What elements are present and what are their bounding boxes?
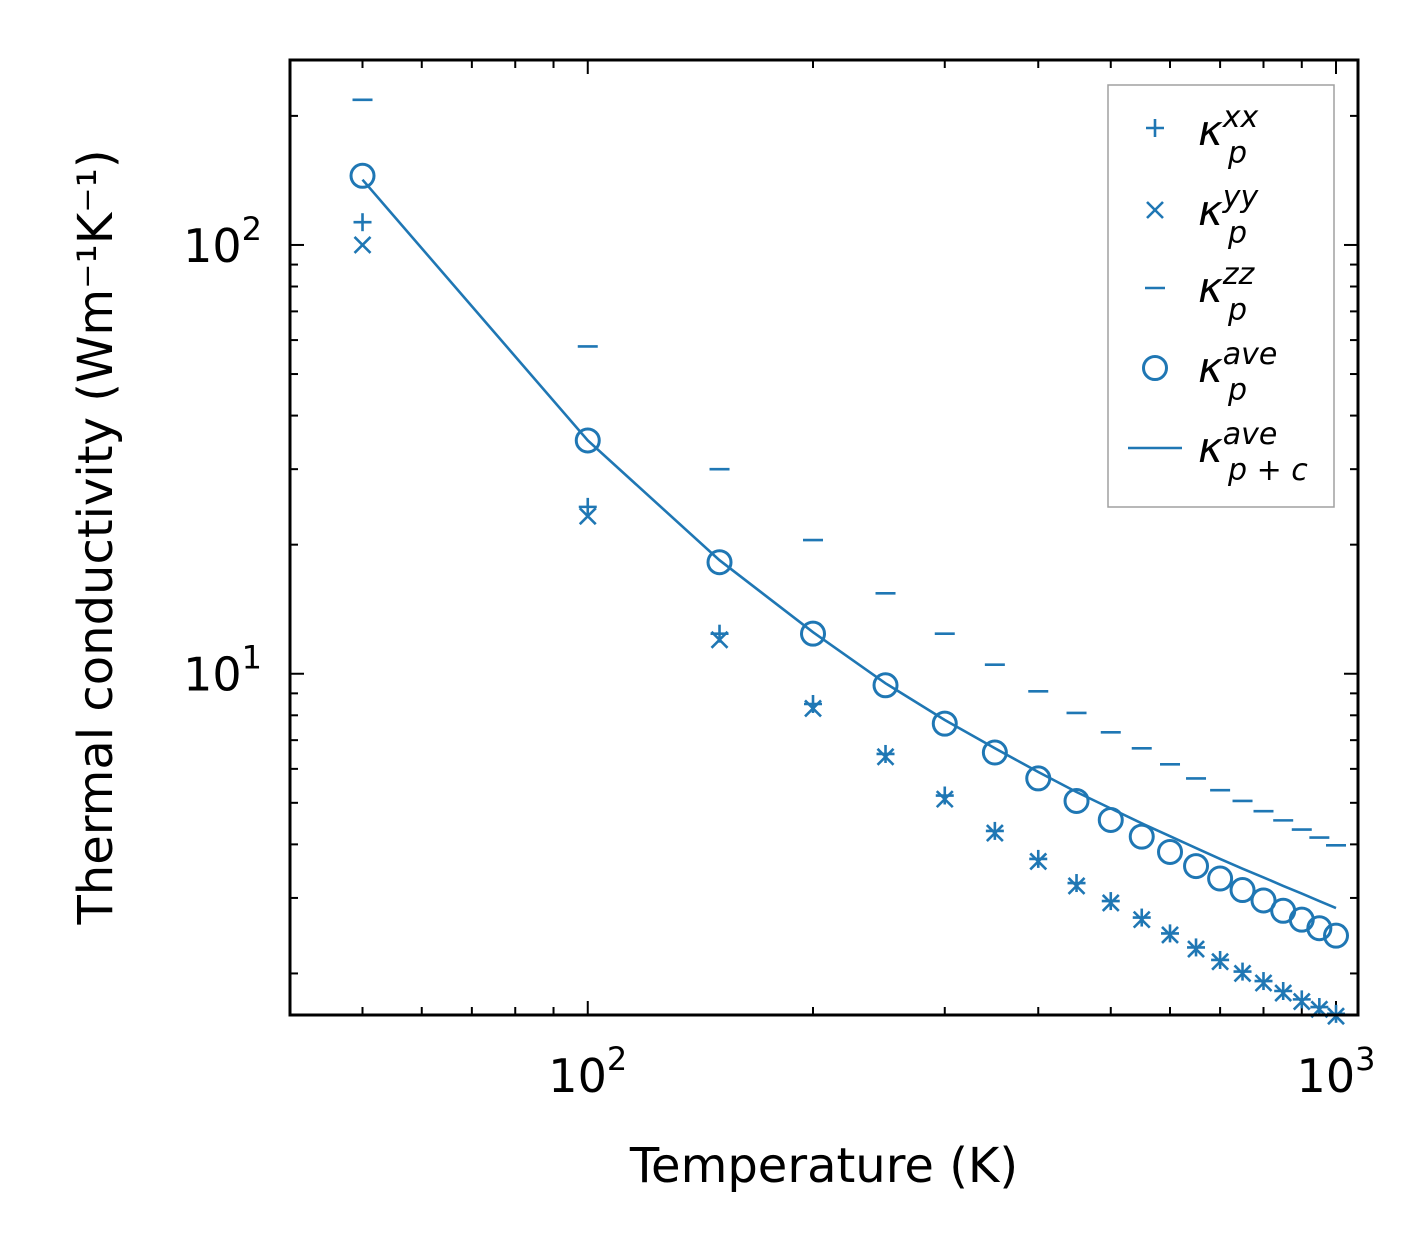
point-kappa_p_yy-500 <box>1101 894 1120 912</box>
point-kappa_p_xx-450 <box>1067 874 1086 893</box>
point-kappa_p_yy-650 <box>1187 940 1205 958</box>
y-tick-label-10: 101 <box>183 639 262 702</box>
point-kappa_p_yy-800-d2 <box>1254 974 1273 992</box>
point-kappa_p_yy-650-d2 <box>1187 940 1205 958</box>
legend-label-kappa-p-xx: κxx p <box>1198 100 1259 171</box>
point-kappa_p_yy-450-d2 <box>1067 877 1086 895</box>
point-kappa_p_yy-150 <box>710 630 729 649</box>
y-tick-labels: 101 102 <box>183 210 262 702</box>
legend-markers <box>1128 119 1182 450</box>
point-kappa_p_yy-100-d2 <box>578 507 597 526</box>
point-kappa_p_ave-250 <box>872 672 899 699</box>
point-kappa_p_yy-50-d2 <box>353 236 372 254</box>
point-kappa_p_yy-850-d2 <box>1274 984 1293 1002</box>
point-kappa_p_yy-450 <box>1067 877 1086 895</box>
series-kappa_p_zz <box>352 98 1347 847</box>
point-kappa_p_xx-400 <box>1029 849 1048 868</box>
legend-marker-kappa_p_xx <box>1146 119 1164 137</box>
point-kappa_p_ave-350 <box>981 739 1008 766</box>
point-kappa_p_ave-300 <box>931 710 958 737</box>
point-kappa_p_yy-600 <box>1161 925 1179 944</box>
point-kappa_p_ave-1000 <box>1323 922 1350 949</box>
point-kappa_p_ave-950 <box>1306 915 1333 942</box>
x-tick-label-1000: 103 <box>1297 1040 1376 1103</box>
point-kappa_p_yy-850 <box>1274 984 1293 1002</box>
point-kappa_p_yy-700-d2 <box>1211 952 1230 971</box>
point-kappa_p_xx-100 <box>578 497 597 516</box>
point-kappa_p_ave-700 <box>1207 865 1234 892</box>
point-kappa_p_ave-600 <box>1157 838 1184 865</box>
series-kappa_p_xx <box>353 213 1346 1023</box>
point-kappa_p_yy-400-d2 <box>1029 852 1048 871</box>
point-kappa_p_yy-150-d2 <box>710 630 729 649</box>
point-kappa_p_yy-350 <box>985 824 1004 843</box>
point-kappa_p_yy-300 <box>935 790 954 809</box>
axes-frame <box>288 58 1360 1017</box>
point-kappa_p_xx-950 <box>1310 998 1329 1017</box>
point-kappa_p_xx-850 <box>1274 982 1293 1001</box>
legend-label-kappa-p-ave: κave p <box>1198 337 1277 408</box>
point-kappa_p_ave-50 <box>349 162 376 189</box>
major-ticks <box>290 60 1358 1015</box>
point-kappa_p_yy-750 <box>1233 964 1252 983</box>
legend-frame <box>1107 84 1335 508</box>
y-axis-title: Thermal conductivity (Wm⁻¹K⁻¹) <box>68 149 124 925</box>
legend-label-kappa-p-yy: κyy p <box>1198 180 1260 251</box>
x-tick-label-100: 102 <box>548 1040 627 1103</box>
point-kappa_p_yy-200-d2 <box>804 699 822 718</box>
point-kappa_p_xx-800 <box>1254 972 1273 991</box>
point-kappa_p_ave-450 <box>1063 787 1090 814</box>
point-kappa_p_yy-500-d2 <box>1101 894 1120 912</box>
point-kappa_p_yy-300-d2 <box>935 790 954 809</box>
point-kappa_p_yy-100 <box>578 507 597 526</box>
point-kappa_p_yy-400 <box>1029 852 1048 871</box>
point-kappa_p_yy-200 <box>804 699 822 718</box>
legend-marker-kappa_p_yy <box>1146 201 1164 219</box>
legend-label-kappa-p-zz: κzz p <box>1198 257 1256 328</box>
point-kappa_p_xx-300 <box>935 786 954 805</box>
point-kappa_p_yy-250-d2 <box>876 747 895 766</box>
legend: κxx p κyy p κzz p κave p κave p + c <box>1107 84 1335 508</box>
point-kappa_p_ave-750 <box>1229 877 1256 904</box>
point-kappa_p_ave-100 <box>574 427 601 454</box>
point-kappa_p_ave-550 <box>1128 823 1155 850</box>
point-kappa_p_ave-150 <box>706 549 733 576</box>
point-kappa_p_ave-800 <box>1250 887 1277 914</box>
legend-marker-kappa_p_ave <box>1142 355 1168 381</box>
point-kappa_p_yy-700 <box>1211 952 1230 971</box>
point-kappa_p_yy-800 <box>1254 974 1273 992</box>
point-kappa_p_yy-900 <box>1292 992 1311 1011</box>
point-kappa_p_xx-350 <box>985 821 1004 840</box>
point-kappa_p_yy-350-d2 <box>985 824 1004 843</box>
series-line-kappa_p+c_ave <box>361 178 1337 910</box>
point-kappa_p_yy-600-d2 <box>1161 925 1179 944</box>
plot-area <box>349 98 1350 1026</box>
series-kappa_p_yy <box>353 236 1345 1026</box>
point-kappa_p_xx-550 <box>1132 908 1151 927</box>
point-kappa_p_yy-50 <box>353 236 372 254</box>
point-kappa_p_yy-250 <box>876 747 895 766</box>
point-kappa_p_xx-50 <box>353 213 372 232</box>
y-tick-label-100: 102 <box>183 210 262 273</box>
point-kappa_p_ave-650 <box>1183 853 1210 880</box>
x-axis-title: Temperature (K) <box>629 1138 1018 1194</box>
point-kappa_p_yy-550-d2 <box>1132 910 1151 929</box>
point-kappa_p_ave-200 <box>800 620 827 647</box>
series-kappa_p_ave <box>349 162 1350 949</box>
point-kappa_p_yy-550 <box>1132 910 1151 929</box>
point-kappa_p_yy-750-d2 <box>1233 964 1252 983</box>
point-kappa_p_xx-500 <box>1101 892 1120 911</box>
x-tick-labels: 102 103 <box>548 1040 1375 1103</box>
point-kappa_p_xx-250 <box>876 744 895 763</box>
legend-label-kappa-p-plus-c-ave: κave p + c <box>1198 417 1308 488</box>
point-kappa_p_xx-900 <box>1292 990 1311 1009</box>
point-kappa_p_yy-900-d2 <box>1292 992 1311 1011</box>
legend-marker-kappa_p_yy-d2 <box>1146 201 1164 219</box>
point-kappa_p_xx-750 <box>1233 962 1252 981</box>
